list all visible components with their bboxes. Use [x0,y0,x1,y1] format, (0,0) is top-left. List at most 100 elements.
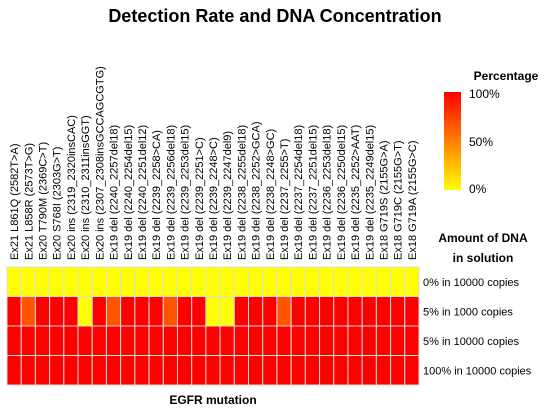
heatmap-cell [233,266,250,297]
heatmap-cell [91,325,107,356]
heatmap-cell [162,296,178,327]
heatmap-cell [390,296,406,327]
heatmap-cell [176,355,193,386]
row-label: 0% in 10000 copies [423,277,520,289]
heatmap-cell [276,355,292,386]
heatmap-cell [404,355,420,386]
legend-tick-100: 100% [469,87,500,101]
heatmap-cell [276,325,292,356]
heatmap-cell [120,296,136,327]
heatmap-cell [390,325,406,356]
y-axis-title-line-1: Amount of DNA [438,231,528,245]
chart-title: Detection Rate and DNA Concentration [108,6,441,26]
heatmap-cell [77,296,93,327]
x-tick-labels: Ex21 L861Q (2582T>A) Ex21 L858R (2573T>G)… [9,66,419,260]
heatmap-cell [304,266,321,297]
heatmap-cell [205,266,221,297]
heatmap-cell [176,325,193,356]
x-tick-label: Ex19 del (2239_2251>C) [194,137,206,260]
heatmap-cell [219,355,235,386]
heatmap-cell [319,325,335,356]
heatmap-cell [176,296,193,327]
heatmap-cell [333,325,349,356]
heatmap-cell [375,296,392,327]
heatmap-cell [20,325,36,356]
heatmap-cell [162,355,178,386]
x-tick-label: Ex19 del (2236_2250del15) [336,125,348,260]
x-tick-label: Ex19 del (2238_2255del18) [236,125,248,260]
x-tick-label: Ex19 del (2239_2248>C) [208,137,220,260]
heatmap-cell [134,355,150,386]
heatmap-cell [276,296,292,327]
heatmap-cell [304,355,321,386]
x-tick-label: Ex20 ins (2310_2311insGGT) [80,115,92,260]
x-tick-label: Ex19 del (2240_2251del12) [137,125,149,260]
heatmap-cell [148,355,164,386]
heatmap-cell [361,355,377,386]
x-tick-label: Ex20 ins (2307_2308insGCCAGCGTG) [94,66,106,260]
heatmap-cell [34,266,51,297]
heatmap-cell [319,355,335,386]
heatmap-cell [304,296,321,327]
heatmap-cell [290,296,306,327]
heatmap-cell [134,266,150,297]
heatmap-cell [262,325,278,356]
heatmap-cell [63,296,79,327]
heatmap-cell [347,355,363,386]
heatmap-cell [105,266,122,297]
heatmap-cell [91,266,107,297]
heatmap-cell [176,266,193,297]
heatmap-cell [290,355,306,386]
x-tick-label: Ex19 del (2237_2254del18) [293,125,305,260]
x-tick-label: Ex19 del (2239_2253del15) [180,125,192,260]
heatmap-cell [148,266,164,297]
row-label: 5% in 1000 copies [423,306,513,318]
heatmap-cell [404,266,420,297]
heatmap-cell [49,296,65,327]
heatmap-cell [248,325,264,356]
heatmap-cell [262,355,278,386]
heatmap-cell [91,355,107,386]
heatmap-cell [347,325,363,356]
heatmap-cell [333,355,349,386]
x-tick-label: Ex20 ins (2319_2320insCAC) [66,115,78,260]
heatmap-cell [6,355,22,386]
heatmap-cell [134,296,150,327]
x-tick-label: Ex19 del (2235_2249del15) [364,125,376,260]
heatmap-cell [248,296,264,327]
heatmap-cell [290,325,306,356]
row-labels: 0% in 10000 copies 5% in 1000 copies 5% in… [423,277,532,378]
heatmap-cell [375,355,392,386]
heatmap-cell [333,296,349,327]
x-tick-label: Ex19 del (2238_2252>GCA) [251,121,263,260]
heatmap-cell [20,355,36,386]
heatmap-cell [134,325,150,356]
heatmap-cell [205,355,221,386]
heatmap-cell [404,296,420,327]
heatmap-cell [162,325,178,356]
heatmap-cell [361,296,377,327]
heatmap-cell [375,325,392,356]
heatmap-cell [304,325,321,356]
heatmap-cell [34,355,51,386]
x-tick-label: Ex19 del (2237_2255>T) [279,139,291,260]
x-tick-label: Ex20 T790M (2369C>T) [38,142,50,260]
heatmap-cell [333,266,349,297]
heatmap-cell [347,266,363,297]
legend-gradient-bar [444,92,461,190]
heatmap-cell [6,296,22,327]
x-tick-label: Ex19 del (2240_2257del18) [109,125,121,260]
heatmap-cell [248,266,264,297]
heatmap-cell [205,325,221,356]
heatmap-cell [290,266,306,297]
x-tick-label: Ex19 del (2237_2251del15) [307,125,319,260]
heatmap-cell [404,325,420,356]
x-tick-label: Ex19 del (2240_2254del15) [123,125,135,260]
heatmap-cell [262,296,278,327]
heatmap-cell [120,266,136,297]
y-axis-title-line-2: in solution [453,251,514,265]
heatmap-cell [162,266,178,297]
heatmap-cell [105,296,122,327]
heatmap-cell [262,266,278,297]
